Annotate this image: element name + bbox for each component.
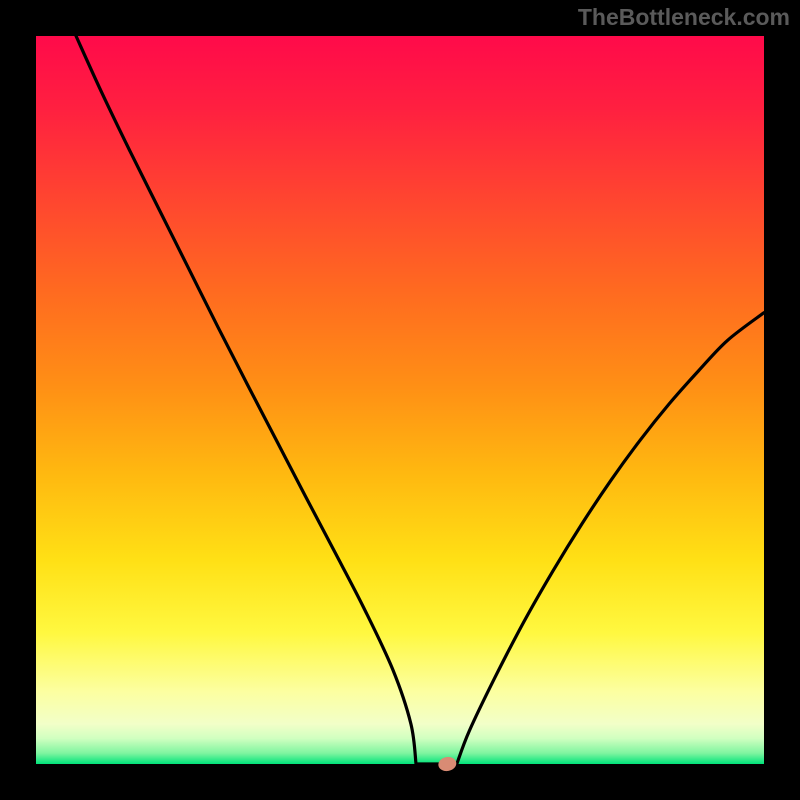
chart-container: TheBottleneck.com — [0, 0, 800, 800]
bottleneck-chart — [0, 0, 800, 800]
watermark-text: TheBottleneck.com — [578, 4, 790, 31]
plot-background — [36, 36, 764, 764]
